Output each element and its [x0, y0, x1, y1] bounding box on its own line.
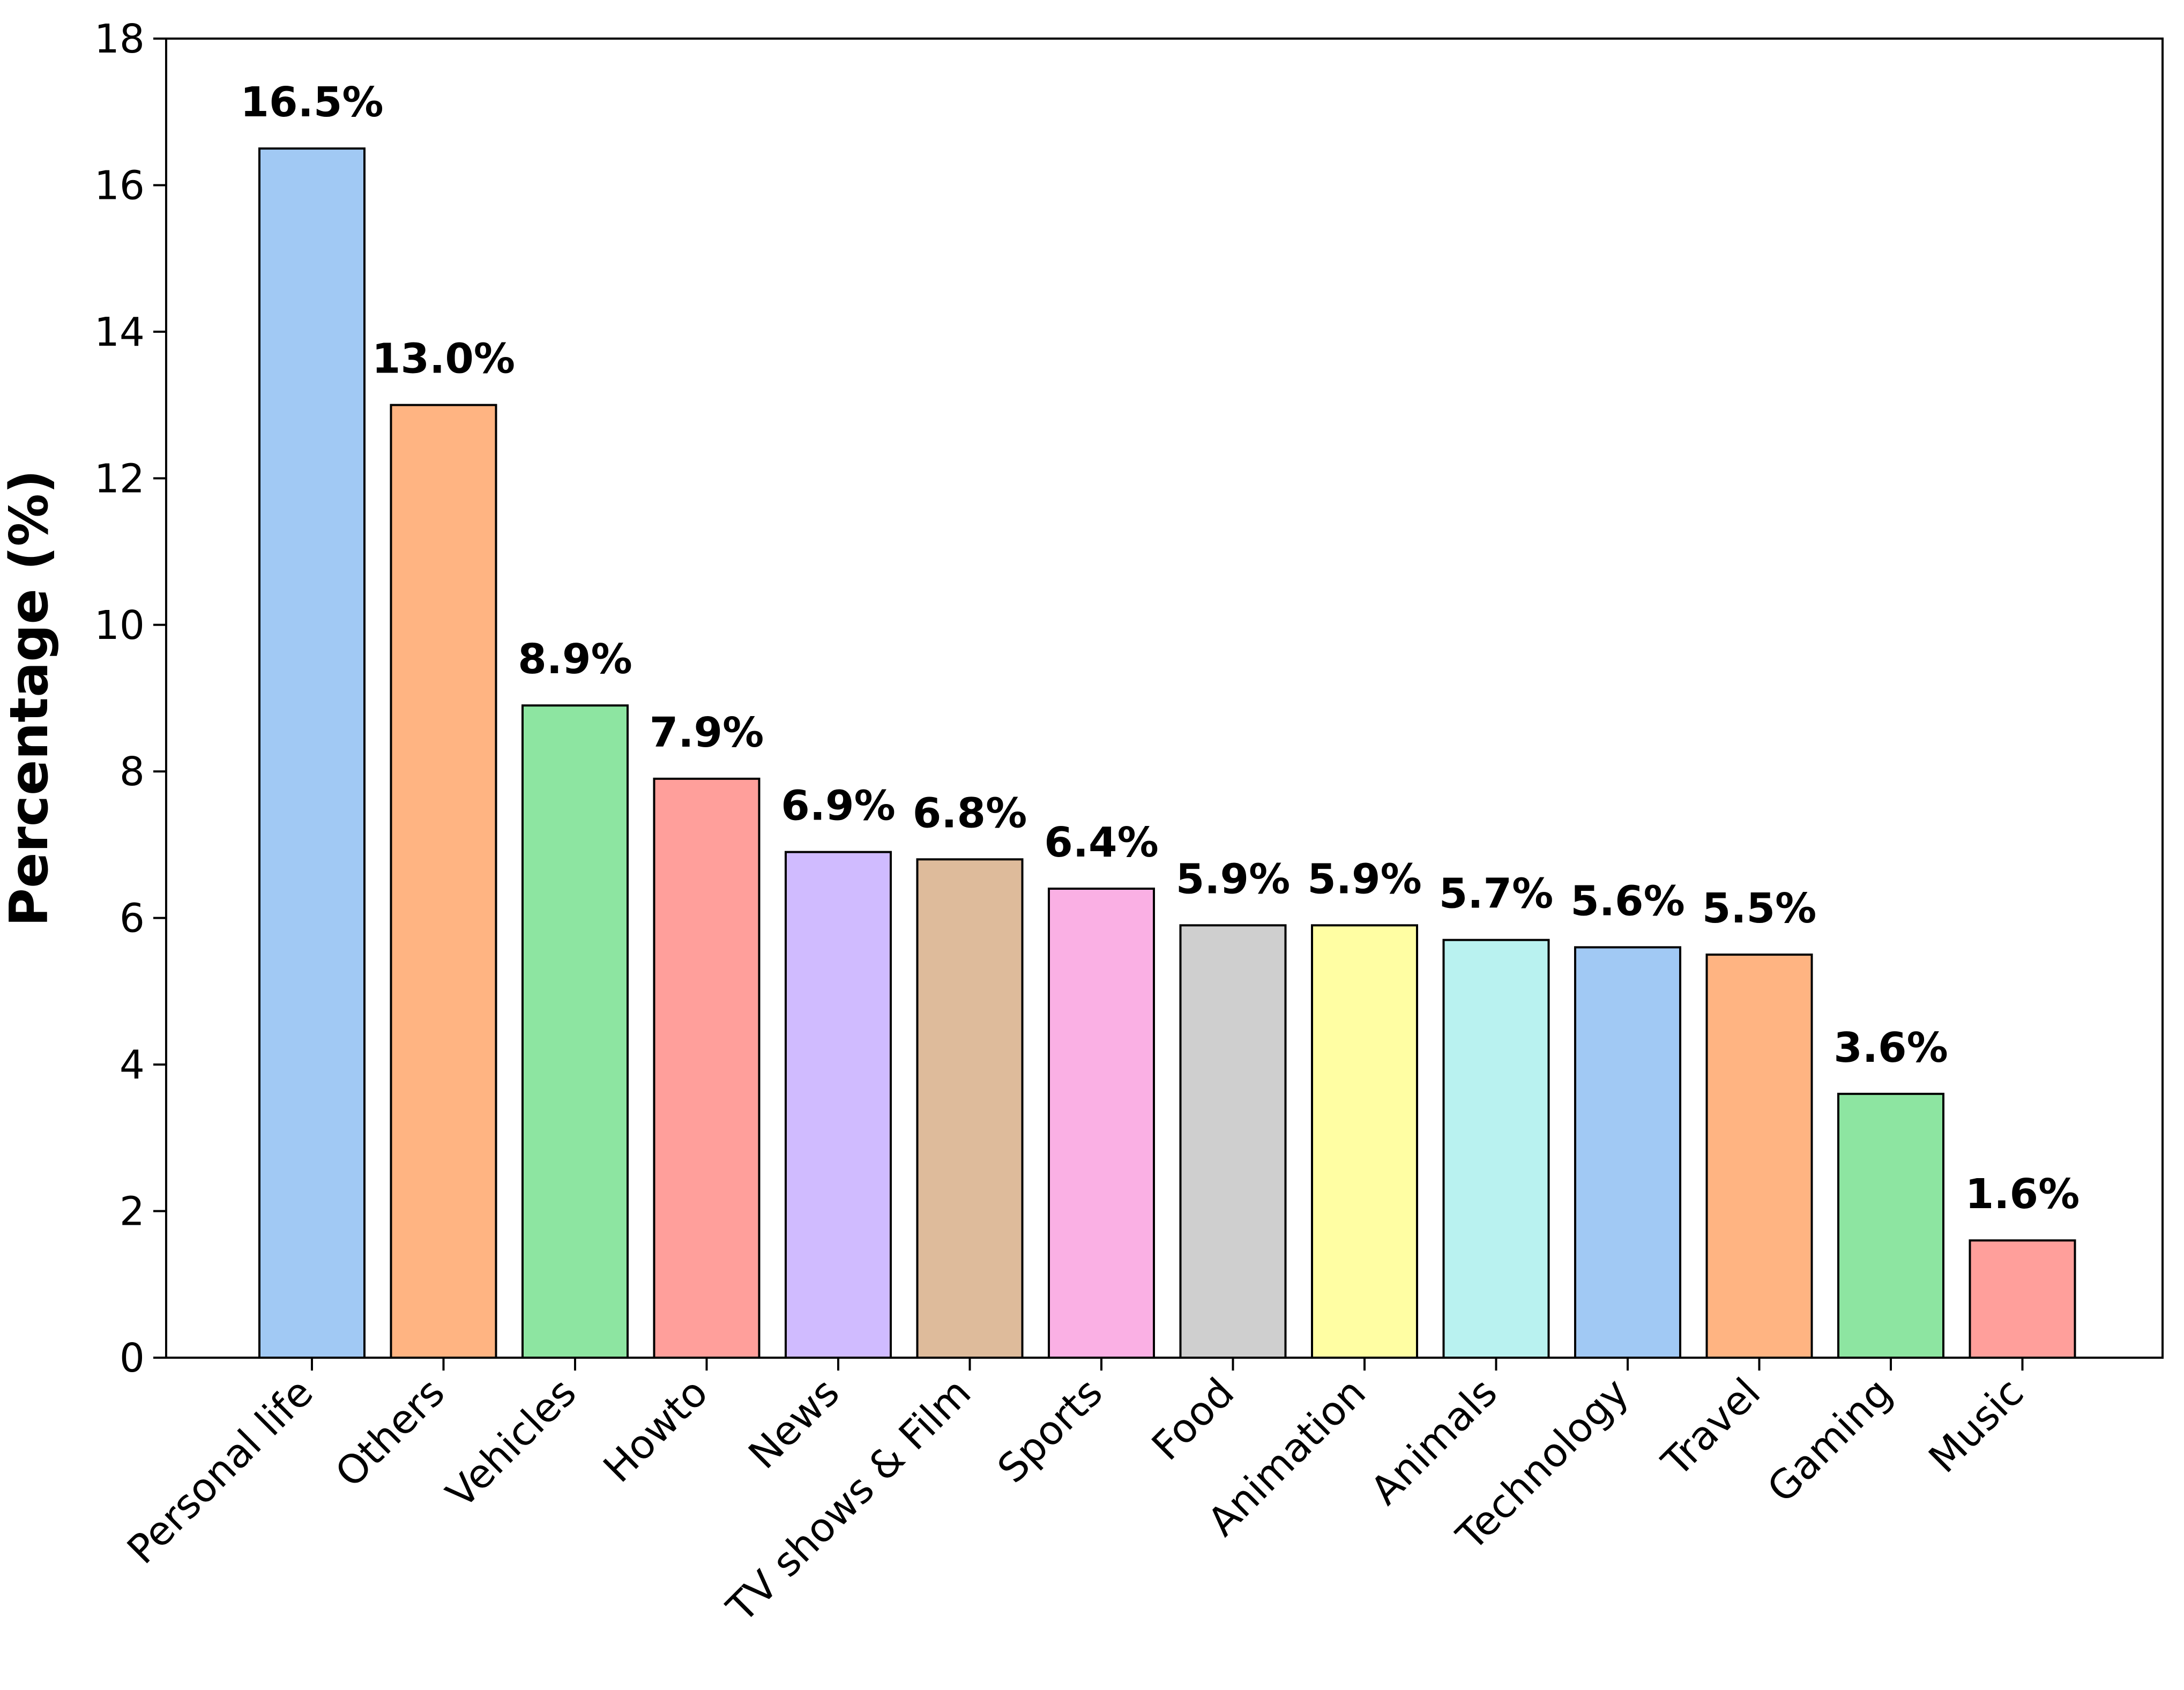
y-tick-label-7: 14 [94, 309, 145, 355]
value-label-11: 5.5% [1702, 885, 1817, 933]
value-label-4: 6.9% [781, 783, 896, 830]
bar-8 [1311, 924, 1418, 1359]
y-tick-label-2: 4 [120, 1042, 145, 1088]
bar-10 [1574, 946, 1681, 1359]
bar-0 [258, 147, 366, 1359]
bar-5 [916, 858, 1024, 1359]
y-axis: 0 2 4 6 8 10 12 14 16 18 [94, 16, 166, 1381]
y-tick-label-9: 18 [94, 16, 145, 62]
bars-group [258, 147, 2076, 1359]
y-tick-label-8: 16 [94, 162, 145, 209]
bar-13 [1969, 1239, 2076, 1359]
bar-6 [1048, 887, 1155, 1359]
bar-2 [521, 704, 629, 1359]
value-label-0: 16.5% [240, 79, 383, 126]
value-label-8: 5.9% [1307, 855, 1422, 903]
bar-4 [785, 851, 892, 1359]
value-label-2: 8.9% [518, 636, 632, 683]
y-tick-label-1: 2 [120, 1189, 145, 1235]
value-label-13: 1.6% [1965, 1171, 2080, 1218]
value-label-12: 3.6% [1833, 1024, 1948, 1072]
value-label-6: 6.4% [1044, 819, 1159, 867]
value-label-3: 7.9% [650, 709, 764, 757]
value-label-1: 13.0% [372, 336, 515, 383]
y-tick-label-5: 10 [94, 602, 145, 649]
value-label-7: 5.9% [1176, 855, 1291, 903]
value-label-9: 5.7% [1439, 870, 1554, 918]
bar-7 [1179, 924, 1287, 1359]
y-axis-title: Percentage (%) [0, 470, 60, 926]
bar-12 [1837, 1092, 1944, 1359]
bar-11 [1705, 954, 1813, 1359]
y-tick-label-6: 12 [94, 456, 145, 502]
y-tick-label-3: 6 [120, 896, 145, 942]
bar-3 [653, 777, 761, 1359]
value-label-10: 5.6% [1570, 877, 1685, 925]
y-tick-label-4: 8 [120, 749, 145, 795]
y-tick-label-0: 0 [120, 1335, 145, 1381]
bar-9 [1442, 939, 1550, 1359]
bar-1 [390, 404, 497, 1359]
value-labels-group: 16.5% 13.0% 8.9% 7.9% 6.9% 6.8% 6.4% 5.9% 5.9% 5.… [240, 79, 2079, 1218]
value-label-5: 6.8% [913, 790, 1027, 837]
plot-frame [165, 38, 2164, 1359]
